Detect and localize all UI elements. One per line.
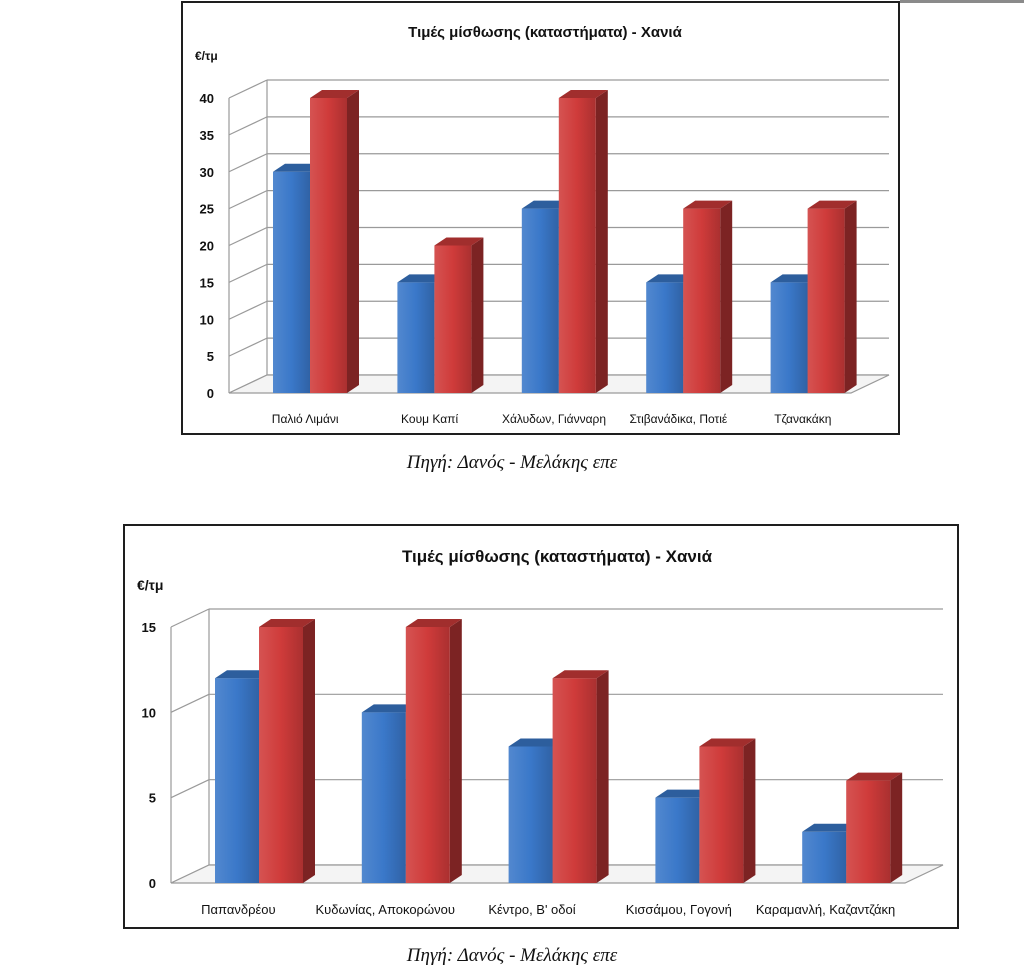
- rent-chart-2: 0 5 10 15 Παπανδρέου Κυδωνίας, Αποκορώνου Κέντ…: [123, 524, 959, 929]
- c2-side-gridline: [170, 608, 210, 628]
- c1-side-gridline: [228, 337, 268, 357]
- chart-1-source-caption: Πηγή: Δανός - Μελάκης επε: [406, 452, 618, 473]
- c2-category-label: Κυδωνίας, Αποκορώνου: [315, 902, 454, 917]
- c2-bar-s2-5-front: [846, 780, 891, 883]
- c1-chart-title: Τιμές μίσθωσης (καταστήματα) - Χανιά: [408, 24, 682, 41]
- c2-bar-s2-3-front: [552, 678, 597, 883]
- c2-side-gridline: [170, 779, 210, 799]
- c2-unit-label: €/τμ: [137, 577, 164, 593]
- c2-bar-s2-1-top: [259, 619, 315, 627]
- c2-bar-s1-5-top: [802, 823, 859, 832]
- c1-bar-s2-3-top: [558, 90, 608, 98]
- c2-category-label: Καραμανλή, Καζαντζάκη: [756, 902, 895, 917]
- chart-2-svg: 0 5 10 15 Παπανδρέου Κυδωνίας, Αποκορώνου Κέντ…: [137, 547, 944, 917]
- c2-bar-s2-3-side: [596, 670, 609, 883]
- c2-ytick-label: 10: [142, 705, 156, 720]
- c1-bar-s2-2-top: [434, 237, 484, 246]
- c1-ytick-label: 30: [200, 165, 214, 180]
- c1-ytick-label: 25: [200, 202, 214, 217]
- c2-ytick-label: 0: [149, 876, 156, 891]
- c1-bar-s1-3-front: [521, 208, 559, 393]
- c2-bar-s2-4-front: [699, 746, 744, 883]
- c2-bar-s1-3-top: [508, 738, 565, 747]
- c2-category-label: Παπανδρέου: [201, 902, 275, 917]
- c2-bar-s2-5-top: [846, 772, 903, 781]
- c1-side-gridline: [228, 263, 268, 283]
- c1-side-gridline: [228, 226, 268, 247]
- c1-bar-s1-4-front: [646, 282, 684, 393]
- c1-unit-label: €/τμ: [195, 49, 218, 63]
- c1-ytick-label: 15: [200, 275, 214, 290]
- c2-bar-s1-2-front: [361, 712, 406, 883]
- c2-bar-s2-2-front: [405, 627, 450, 883]
- c1-category-label: Τζανακάκη: [774, 412, 831, 426]
- c1-bar-s1-5-front: [770, 282, 808, 393]
- rent-chart-1: 0 5 10 15 20 25 30 35 40 Παλιό Λιμάνι Κουμ Καπί Χάλ…: [181, 1, 900, 435]
- c1-side-gridline: [228, 116, 268, 136]
- c1-bar-s1-4-top: [646, 274, 696, 283]
- c1-bar-s2-4-front: [683, 208, 721, 393]
- chart-1-svg: 0 5 10 15 20 25 30 35 40 Παλιό Λιμάνι Κουμ Καπί Χάλ…: [195, 24, 890, 426]
- c2-category-label: Κισσάμου, Γογονή: [626, 902, 732, 917]
- c2-side-gridline: [170, 693, 210, 713]
- c2-category-label: Κέντρο, Β' οδοί: [488, 902, 575, 917]
- c1-bar-s2-1-front: [310, 98, 347, 393]
- c2-bar-s1-4-front: [655, 797, 700, 883]
- c1-bar-s1-1-top: [273, 163, 322, 172]
- c1-bar-s2-5-top: [807, 200, 857, 209]
- top-edge-line: [900, 0, 1024, 3]
- c1-side-gridline: [228, 190, 268, 210]
- c2-chart-title: Τιμές μίσθωσης (καταστήματα) - Χανιά: [402, 547, 713, 566]
- c2-bar-s2-3-top: [552, 670, 609, 679]
- c1-category-label: Χάλυδων, Γιάνναρη: [502, 412, 606, 426]
- c1-bar-s2-5-front: [807, 208, 845, 393]
- c1-bar-s2-2-side: [471, 237, 484, 393]
- c1-ytick-label: 0: [207, 386, 214, 401]
- c1-side-gridline: [228, 153, 268, 173]
- c2-bar-s2-2-side: [449, 619, 462, 883]
- c1-side-gridline: [228, 300, 268, 320]
- c2-ytick-label: 5: [149, 791, 156, 806]
- c1-ytick-label: 10: [200, 312, 214, 327]
- c2-bar-s2-1-front: [259, 627, 303, 883]
- c2-bar-s1-4-top: [655, 789, 712, 798]
- c1-bar-s2-5-side: [844, 200, 857, 393]
- c1-bar-s1-1-front: [273, 171, 310, 393]
- c1-category-label: Κουμ Καπί: [401, 412, 458, 426]
- c1-ytick-label: 5: [207, 349, 214, 364]
- c1-ytick-label: 20: [200, 239, 214, 254]
- c1-bar-s2-2-front: [434, 245, 472, 393]
- c1-bar-s1-2-front: [397, 282, 435, 393]
- c2-bar-s1-1-top: [215, 670, 271, 679]
- c1-category-label: Στιβανάδικα, Ποτιέ: [630, 412, 728, 426]
- c1-bar-s2-1-side: [347, 90, 359, 393]
- c1-bar-s1-5-top: [770, 274, 820, 283]
- c1-bar-s1-3-top: [521, 200, 571, 209]
- c1-bar-s2-4-side: [720, 200, 733, 393]
- c2-bar-s2-5-side: [890, 772, 903, 883]
- c2-bar-s1-2-top: [361, 704, 418, 713]
- c1-bar-s2-3-side: [595, 90, 608, 393]
- c2-bar-s2-1-side: [303, 619, 315, 883]
- c2-bar-s1-5-front: [802, 831, 847, 883]
- c1-bar-s1-2-top: [397, 274, 447, 283]
- c2-bar-s1-1-front: [215, 678, 259, 883]
- c1-ytick-label: 40: [200, 91, 214, 106]
- c2-bar-s2-4-top: [699, 738, 756, 747]
- chart-2-source-caption: Πηγή: Δανός - Μελάκης επε: [406, 945, 618, 966]
- c2-bar-s2-2-top: [405, 619, 462, 627]
- c2-bar-s2-4-side: [743, 738, 756, 883]
- c1-side-gridline: [228, 79, 268, 99]
- c2-ytick-label: 15: [142, 620, 156, 635]
- c1-bar-s2-4-top: [683, 200, 733, 209]
- c2-bar-s1-3-front: [508, 746, 553, 883]
- c1-category-label: Παλιό Λιμάνι: [272, 412, 339, 426]
- c1-bar-s2-3-front: [558, 98, 596, 393]
- c1-ytick-label: 35: [200, 128, 214, 143]
- c1-bar-s2-1-top: [310, 90, 359, 98]
